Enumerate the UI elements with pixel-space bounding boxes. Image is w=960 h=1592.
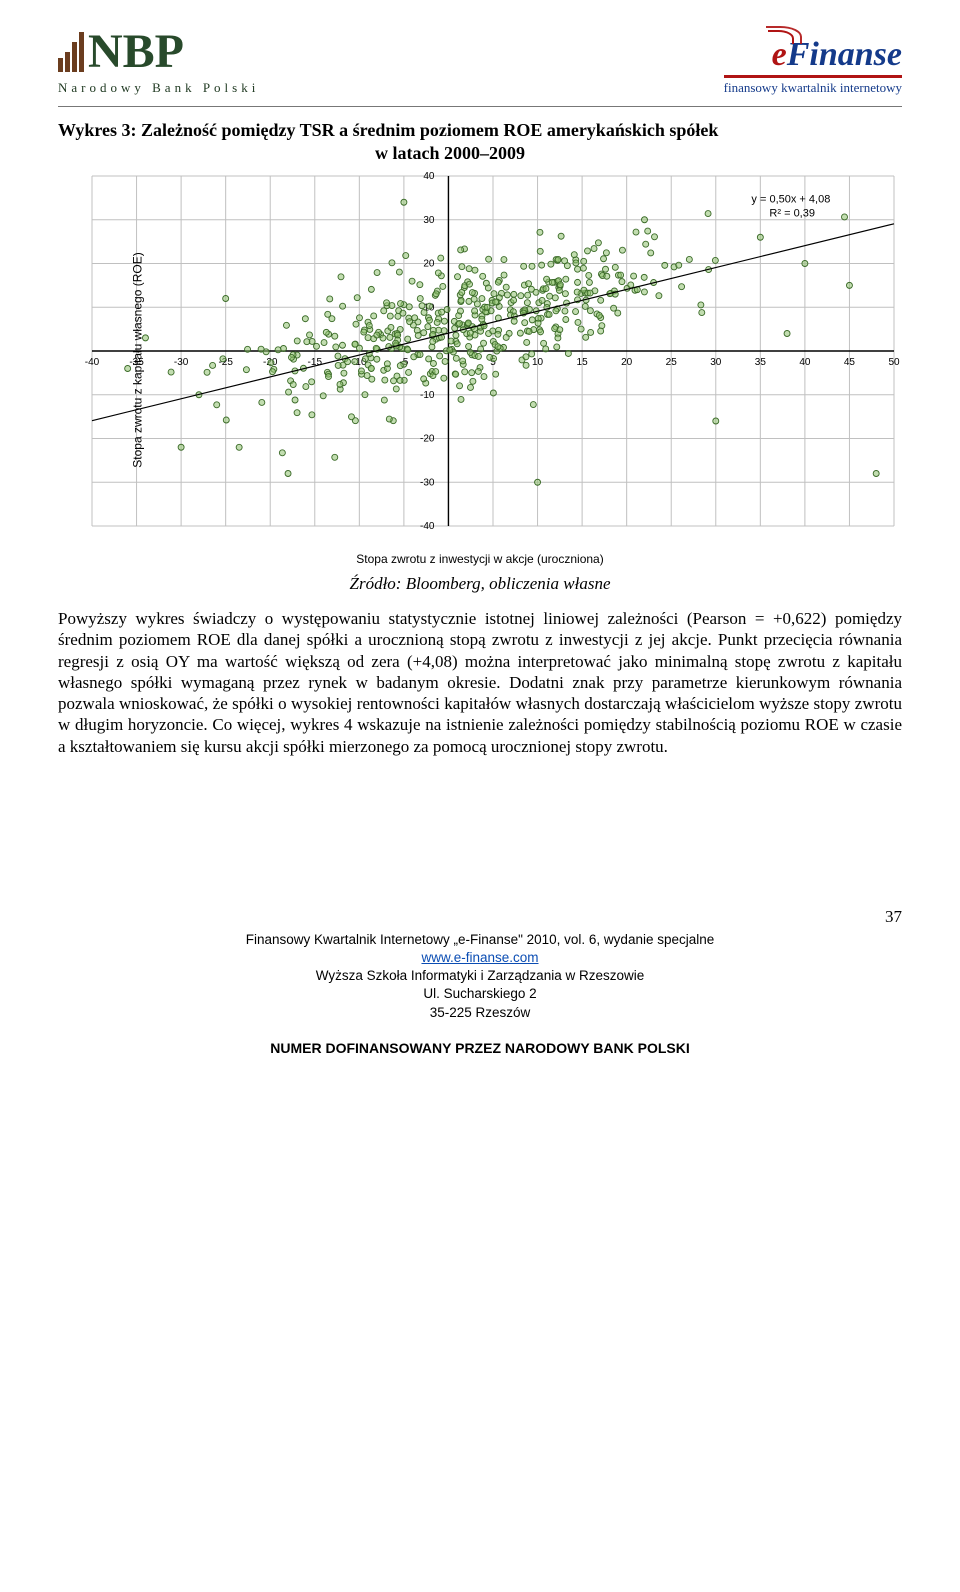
- svg-text:-10: -10: [420, 390, 435, 401]
- svg-text:40: 40: [423, 171, 435, 182]
- svg-text:50: 50: [888, 357, 900, 368]
- svg-text:-40: -40: [420, 521, 435, 532]
- efin-word: Finanse: [787, 36, 902, 73]
- footer-block: Finansowy Kwartalnik Internetowy „e-Fina…: [58, 931, 902, 1022]
- page-header: NBP Narodowy Bank Polski eFinanse finans…: [58, 28, 902, 96]
- svg-text:25: 25: [666, 357, 678, 368]
- svg-text:y = 0,50x + 4,08: y = 0,50x + 4,08: [751, 193, 830, 205]
- header-rule: [58, 106, 902, 107]
- figure-title-l1: Wykres 3: Zależność pomiędzy TSR a średn…: [58, 120, 718, 140]
- svg-text:45: 45: [844, 357, 856, 368]
- svg-text:-30: -30: [420, 477, 435, 488]
- efin-e: e: [772, 36, 787, 73]
- svg-text:40: 40: [799, 357, 811, 368]
- footer-l3: Ul. Sucharskiego 2: [58, 985, 902, 1003]
- nbp-bars-icon: [58, 32, 84, 72]
- body-paragraph: Powyższy wykres świadczy o występowaniu …: [58, 608, 902, 757]
- nbp-subtitle: Narodowy Bank Polski: [58, 80, 259, 96]
- svg-text:R² = 0,39: R² = 0,39: [769, 207, 815, 219]
- svg-text:10: 10: [532, 357, 544, 368]
- svg-text:20: 20: [621, 357, 633, 368]
- svg-text:30: 30: [710, 357, 722, 368]
- svg-text:20: 20: [423, 259, 435, 270]
- figure-title: Wykres 3: Zależność pomiędzy TSR a średn…: [58, 119, 842, 164]
- efinanse-logo: eFinanse finansowy kwartalnik internetow…: [724, 38, 902, 96]
- svg-text:-20: -20: [420, 434, 435, 445]
- footer-l1: Finansowy Kwartalnik Internetowy „e-Fina…: [58, 931, 902, 949]
- chart-ylabel: Stopa zwrotu z kapitału własnego (ROE): [131, 252, 145, 467]
- svg-text:15: 15: [577, 357, 589, 368]
- scatter-chart: Stopa zwrotu z kapitału własnego (ROE) -…: [54, 170, 904, 550]
- chart-source: Źródło: Bloomberg, obliczenia własne: [58, 574, 902, 594]
- footer-l2: Wyższa Szkoła Informatyki i Zarządzania …: [58, 967, 902, 985]
- page-number: 37: [58, 907, 902, 927]
- efin-subtitle: finansowy kwartalnik internetowy: [724, 80, 902, 96]
- efin-divider: [724, 75, 902, 78]
- footer-link[interactable]: www.e-finanse.com: [421, 950, 538, 965]
- svg-text:-40: -40: [85, 357, 100, 368]
- chart-xlabel: Stopa zwrotu z inwestycji w akcje (urocz…: [58, 552, 902, 566]
- svg-text:30: 30: [423, 215, 435, 226]
- svg-text:35: 35: [755, 357, 767, 368]
- figure-title-l2: w latach 2000–2009: [58, 142, 842, 165]
- nbp-letters: NBP: [88, 28, 184, 76]
- svg-text:-30: -30: [174, 357, 189, 368]
- footer-strong: NUMER DOFINANSOWANY PRZEZ NARODOWY BANK …: [58, 1040, 902, 1056]
- nbp-logo: NBP Narodowy Bank Polski: [58, 28, 259, 96]
- footer-l4: 35-225 Rzeszów: [58, 1004, 902, 1022]
- scatter-svg: -40-35-30-25-20-15-10-551015202530354045…: [54, 170, 904, 550]
